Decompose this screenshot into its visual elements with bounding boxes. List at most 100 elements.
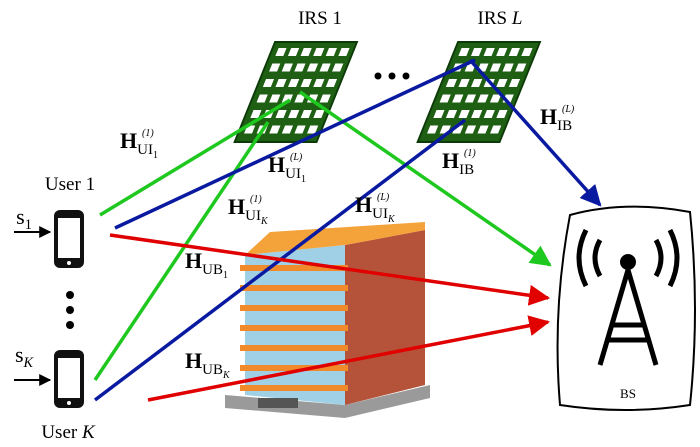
phone — [54, 210, 84, 268]
irs-element — [496, 79, 508, 87]
ellipsis — [374, 72, 410, 80]
channel-label: HUIK — [355, 192, 396, 225]
irs-element — [452, 94, 464, 103]
channel-label: HUI1 — [268, 152, 306, 185]
label: s1 — [16, 204, 32, 233]
label-index: 1 — [332, 8, 342, 29]
irs-element — [458, 110, 470, 118]
irs-element — [483, 48, 495, 56]
irs-element — [325, 79, 338, 87]
irs-element — [496, 110, 508, 118]
irs-element — [470, 48, 483, 56]
irs-element — [508, 79, 521, 87]
ellipsis — [66, 291, 74, 329]
label-name: User — [45, 174, 86, 195]
irs-element — [313, 48, 325, 56]
irs-element — [445, 110, 458, 118]
channel-sup: (1) — [250, 194, 262, 205]
irs-element — [332, 63, 344, 72]
irs-element — [288, 79, 300, 87]
irs-element — [439, 94, 451, 103]
channel-label: HIB — [442, 148, 474, 178]
channel-base: H — [120, 128, 137, 153]
irs-element — [269, 125, 281, 134]
irs-element — [515, 63, 527, 72]
irs-element — [490, 125, 502, 134]
irs-panel — [233, 41, 359, 143]
irs-element — [294, 125, 306, 134]
irs-element — [471, 79, 483, 87]
irs-element — [281, 125, 294, 134]
channel-index: 1 — [223, 270, 228, 281]
label: IRS L — [478, 8, 523, 29]
irs-element — [433, 110, 445, 118]
label-index: 1 — [86, 174, 96, 195]
channel-index: K — [387, 214, 396, 225]
label: User 1 — [45, 174, 95, 195]
channel-sub: UI — [137, 142, 153, 158]
channel-sup: (L) — [377, 192, 390, 203]
label: sK — [15, 342, 35, 371]
irs-panel — [416, 41, 542, 143]
label-index: K — [81, 422, 96, 443]
channel-sub: UI — [285, 166, 301, 182]
irs-element — [269, 63, 281, 72]
links — [93, 58, 602, 402]
channel-sub: IB — [459, 162, 474, 178]
irs-element — [458, 48, 470, 56]
channel-sub: UI — [245, 208, 261, 224]
base-station — [556, 205, 696, 411]
irs-element — [471, 110, 483, 118]
irs-element — [325, 48, 337, 56]
channel-label: HUI1 — [120, 128, 158, 161]
channel-sub: IB — [557, 118, 572, 134]
irs-element — [275, 79, 287, 87]
irs-element — [262, 79, 275, 87]
irs-element — [502, 63, 514, 72]
channel-base: H — [442, 148, 459, 173]
channel-index: K — [222, 370, 231, 381]
label-name: s — [15, 342, 24, 367]
channel-base: H — [540, 104, 557, 129]
irs-element — [458, 79, 470, 87]
channel-sup: (L) — [290, 152, 303, 163]
irs-element — [269, 94, 281, 103]
irs-element — [300, 110, 312, 118]
irs-element — [307, 125, 319, 134]
channel-base: H — [355, 192, 372, 217]
label-name: User — [41, 422, 82, 443]
label-name: s — [16, 204, 25, 229]
irs-element — [477, 125, 489, 134]
irs-element — [294, 63, 306, 72]
irs-element — [464, 94, 476, 103]
channel-sub: UB — [202, 362, 223, 378]
irs-element — [521, 48, 533, 56]
label-name: IRS — [478, 8, 512, 29]
channel-label: HIB — [540, 104, 572, 134]
irs-element — [508, 48, 520, 56]
irs-element — [319, 94, 331, 103]
channel-index: 1 — [153, 150, 158, 161]
irs-element — [250, 110, 262, 118]
channel-sub: UI — [372, 206, 388, 222]
irs-element — [300, 48, 312, 56]
label: User K — [41, 422, 96, 443]
label-index: K — [23, 355, 35, 371]
irs-element — [464, 125, 477, 134]
label-name: IRS — [298, 8, 332, 29]
irs-element — [427, 125, 439, 134]
label-index: L — [511, 8, 523, 29]
channel-label: HUB1 — [185, 248, 228, 281]
irs-element — [489, 63, 502, 72]
channel-index: K — [260, 216, 269, 227]
irs-element — [338, 48, 350, 56]
building — [225, 222, 430, 418]
channel-sup: (1) — [142, 128, 154, 139]
irs-element — [319, 63, 331, 72]
channel-label: HUIK — [228, 194, 269, 227]
channel-base: H — [228, 194, 245, 219]
channel-label: HUBK — [185, 348, 231, 381]
channel-base: H — [185, 248, 202, 273]
label: IRS 1 — [298, 8, 342, 29]
